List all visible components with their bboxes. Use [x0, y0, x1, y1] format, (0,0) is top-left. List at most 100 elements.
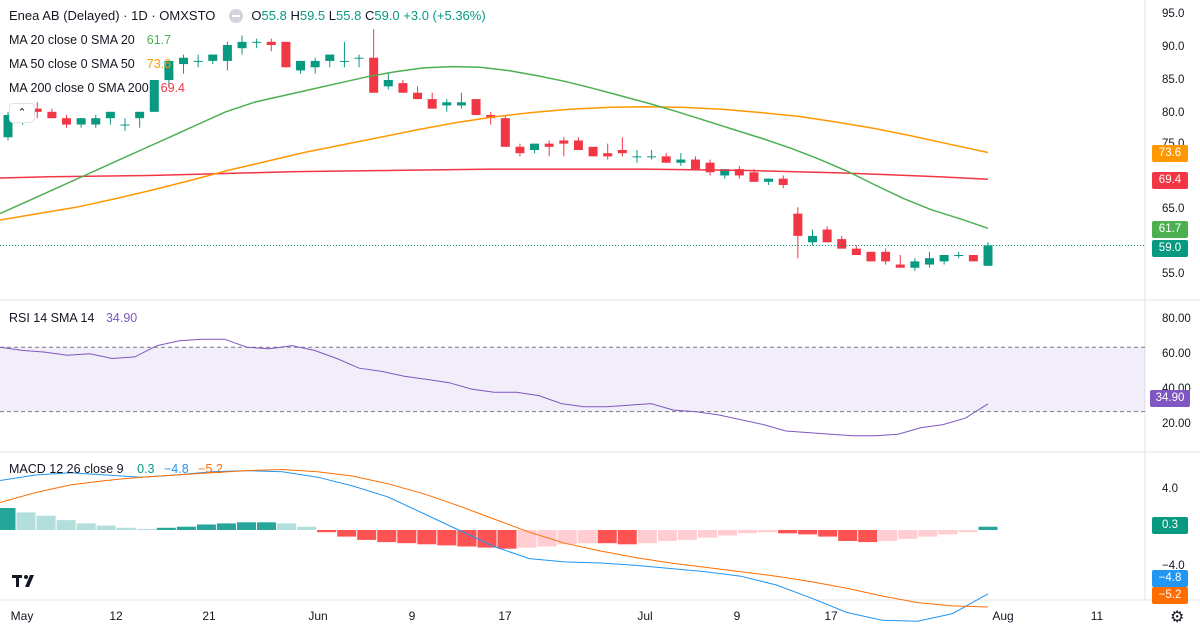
- macd-histogram-bar: [377, 530, 397, 543]
- candle-body: [427, 99, 437, 109]
- candle-body: [837, 239, 847, 249]
- macd-histogram-bar: [958, 530, 978, 533]
- macd-histogram-bar: [497, 530, 517, 549]
- rsi-tick: 60.00: [1162, 348, 1191, 360]
- candle-body: [398, 83, 408, 93]
- gear-icon[interactable]: ⚙: [1170, 609, 1185, 626]
- candle-body: [105, 111, 115, 119]
- time-tick: 21: [202, 609, 216, 623]
- ma20-line: [0, 65, 989, 230]
- time-tick: 12: [109, 609, 123, 623]
- macd-histogram-bar: [56, 520, 76, 530]
- ma50-value: 73.6: [146, 57, 172, 71]
- candle-body: [500, 118, 510, 147]
- macd-histogram-bar: [136, 528, 156, 530]
- candle-body: [383, 80, 393, 87]
- macd-histogram-bar: [196, 524, 216, 530]
- price-tick: 95.0: [1162, 8, 1185, 20]
- ma200-legend[interactable]: MA 200 close 0 SMA 200 69.4: [9, 81, 186, 95]
- macd-histogram-bar: [918, 530, 938, 537]
- collapse-legend-button[interactable]: ⌃: [9, 103, 35, 123]
- candle-body: [895, 264, 905, 268]
- ma200-value: 69.4: [160, 81, 186, 95]
- macd-histogram-bar: [437, 530, 457, 546]
- candle-body: [164, 60, 174, 80]
- time-tick: 11: [1090, 609, 1104, 623]
- macd-histogram-bar: [76, 523, 96, 530]
- time-tick: 9: [408, 609, 416, 623]
- candle-body: [983, 245, 993, 266]
- candle-body: [749, 172, 759, 182]
- candle-body: [720, 169, 730, 176]
- candle-body: [588, 146, 598, 157]
- time-tick: 17: [498, 609, 512, 623]
- rsi-pane: [0, 338, 1145, 437]
- candle-body: [222, 45, 232, 61]
- candle-body: [939, 255, 949, 262]
- macd-histogram-bar: [457, 530, 477, 547]
- macd-histogram-bar: [737, 530, 758, 534]
- ohlc-values: O55.8 H59.5 L55.8 C59.0 +3.0 (+5.36%): [251, 8, 486, 23]
- macd-signal-value: −5.2: [198, 462, 223, 476]
- time-tick: Aug: [992, 609, 1014, 623]
- candle-body: [76, 118, 86, 125]
- candle-body: [3, 115, 13, 138]
- candle-body: [486, 115, 496, 119]
- macd-histogram-bar: [277, 523, 297, 530]
- ma20-legend[interactable]: MA 20 close 0 SMA 20 61.7: [9, 33, 172, 47]
- candle-body: [339, 60, 349, 62]
- ma50-legend[interactable]: MA 50 close 0 SMA 50 73.6: [9, 57, 172, 71]
- candle-body: [47, 111, 57, 119]
- macd-tick: 4.0: [1162, 483, 1178, 495]
- candle-body: [764, 178, 774, 182]
- candle-body: [617, 150, 627, 154]
- candle-body: [208, 54, 218, 61]
- candle-body: [851, 248, 861, 255]
- symbol-title[interactable]: Enea AB (Delayed) · 1D · OMXSTO: [9, 8, 216, 23]
- macd-histogram-bar: [938, 530, 958, 535]
- rsi-band: [0, 347, 1145, 412]
- rsi-line: [0, 338, 989, 437]
- candle-body: [120, 124, 130, 126]
- macd-histogram-bar: [417, 530, 437, 545]
- macd-histogram-bar: [477, 530, 497, 548]
- tradingview-logo-icon[interactable]: [10, 570, 38, 590]
- macd-histogram-bar: [597, 530, 617, 544]
- candle-body: [281, 41, 291, 68]
- ma200-price-tag: 69.4: [1152, 172, 1188, 189]
- price-tick: 55.0: [1162, 268, 1185, 280]
- candle-body: [559, 140, 569, 144]
- candle-body: [179, 57, 189, 65]
- candle-body: [822, 229, 832, 243]
- symbol-header: Enea AB (Delayed) · 1D · OMXSTO O55.8 H5…: [9, 8, 486, 23]
- candle-body: [603, 153, 613, 157]
- candle-body: [442, 102, 452, 106]
- macd-histogram-bar: [758, 530, 778, 533]
- macd-histogram-bar: [677, 530, 697, 540]
- macd-histogram-bar: [357, 530, 377, 540]
- candle-body: [661, 156, 671, 163]
- macd-histogram-bar: [577, 530, 597, 544]
- candle-body: [924, 258, 934, 265]
- candle-body: [237, 41, 247, 49]
- candle-body: [881, 251, 891, 262]
- rsi-legend[interactable]: RSI 14 SMA 14 34.90: [9, 311, 138, 325]
- candle-body: [573, 140, 583, 150]
- macd-histogram-bar: [156, 527, 176, 530]
- ma50-price-tag: 73.6: [1152, 145, 1188, 162]
- candle-body: [807, 235, 817, 243]
- macd-histogram-bar: [0, 508, 16, 530]
- price-tick: 80.0: [1162, 107, 1185, 119]
- macd-histogram-bar: [397, 530, 417, 544]
- macd-histogram-bar: [778, 530, 798, 534]
- eye-icon[interactable]: [229, 8, 244, 23]
- macd-histogram-bar: [337, 530, 357, 537]
- macd-legend[interactable]: MACD 12 26 close 9 0.3 −4.8 −5.2: [9, 462, 223, 476]
- macd-line: [0, 470, 989, 622]
- price-tick: 90.0: [1162, 41, 1185, 53]
- macd-hist-tag: 0.3: [1152, 517, 1188, 534]
- candle-body: [632, 156, 642, 158]
- rsi-tag: 34.90: [1150, 390, 1190, 407]
- macd-histogram-bar: [557, 530, 577, 545]
